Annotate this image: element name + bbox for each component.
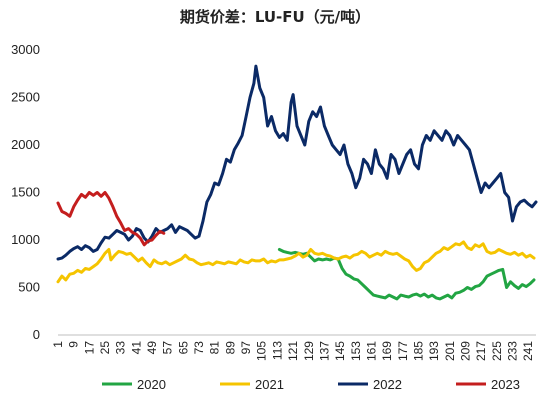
y-tick-label: 500 bbox=[18, 280, 40, 295]
x-tick-label: 9 bbox=[67, 341, 81, 348]
y-tick-label: 3000 bbox=[11, 42, 40, 57]
series-line-2020 bbox=[277, 248, 536, 301]
x-tick-label: 129 bbox=[302, 341, 316, 361]
x-tick-label: 105 bbox=[255, 341, 269, 361]
y-tick-label: 1000 bbox=[11, 232, 40, 247]
x-tick-label: 225 bbox=[490, 341, 504, 361]
x-tick-label: 97 bbox=[239, 341, 253, 355]
x-tick-label: 25 bbox=[98, 341, 112, 355]
series-line-2022 bbox=[56, 64, 538, 261]
x-tick-label: 161 bbox=[364, 341, 378, 361]
x-tick-label: 1 bbox=[51, 341, 65, 348]
x-tick-label: 121 bbox=[286, 341, 300, 361]
x-tick-label: 65 bbox=[176, 341, 190, 355]
legend: 2020 2021 2022 2023 bbox=[102, 377, 520, 392]
x-tick-label: 41 bbox=[129, 341, 143, 355]
legend-label-2022: 2022 bbox=[373, 377, 402, 392]
series-line-2021 bbox=[56, 240, 536, 284]
x-tick-label: 145 bbox=[333, 341, 347, 361]
y-tick-label: 2500 bbox=[11, 90, 40, 105]
legend-label-2023: 2023 bbox=[491, 377, 520, 392]
legend-label-2020: 2020 bbox=[137, 377, 166, 392]
x-tick-label: 57 bbox=[161, 341, 175, 355]
series-line-2023 bbox=[56, 191, 166, 247]
x-tick-label: 177 bbox=[396, 341, 410, 361]
x-tick-label: 217 bbox=[474, 341, 488, 361]
x-tick-label: 193 bbox=[427, 341, 441, 361]
x-tick-label: 233 bbox=[505, 341, 519, 361]
x-tick-label: 185 bbox=[411, 341, 425, 361]
y-tick-label: 0 bbox=[33, 327, 40, 342]
x-tick-label: 241 bbox=[521, 341, 535, 361]
y-tick-label: 1500 bbox=[11, 185, 40, 200]
x-tick-label: 49 bbox=[145, 341, 159, 355]
series-lines bbox=[56, 64, 538, 301]
x-tick-label: 113 bbox=[270, 341, 284, 360]
x-tick-label: 89 bbox=[223, 341, 237, 355]
y-tick-label: 2000 bbox=[11, 137, 40, 152]
x-tick-label: 17 bbox=[82, 341, 96, 355]
x-tick-label: 137 bbox=[317, 341, 331, 361]
chart-title: 期货价差：LU-FU（元/吨） bbox=[179, 8, 371, 26]
x-tick-label: 81 bbox=[208, 341, 222, 355]
x-tick-label: 153 bbox=[349, 341, 363, 361]
y-axis-labels: 0 500 1000 1500 2000 2500 3000 bbox=[11, 42, 40, 342]
x-tick-label: 33 bbox=[114, 341, 128, 355]
legend-label-2021: 2021 bbox=[255, 377, 284, 392]
x-tick-label: 209 bbox=[458, 341, 472, 361]
x-tick-label: 73 bbox=[192, 341, 206, 355]
x-tick-label: 169 bbox=[380, 341, 394, 361]
x-axis-labels: 1 9 17 25 33 41 49 57 65 73 81 89 97 105 113 121 129 137 1… bbox=[51, 341, 535, 361]
x-tick-label: 201 bbox=[443, 341, 457, 361]
